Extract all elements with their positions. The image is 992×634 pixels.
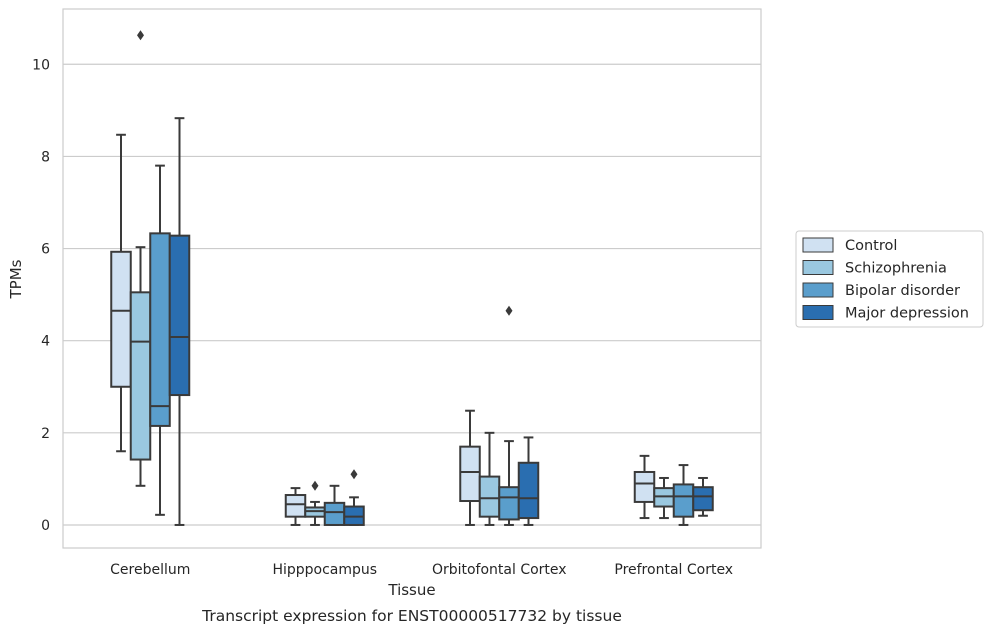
y-tick-label: 2 xyxy=(41,426,50,442)
y-axis-title: TPMs xyxy=(7,259,25,299)
box-group xyxy=(168,117,191,526)
box-iqr xyxy=(284,494,307,518)
outlier-point xyxy=(311,480,319,491)
box-group xyxy=(459,409,481,526)
legend: Control Schizophrenia Bipolar disorder Majo… xyxy=(795,230,984,328)
y-tick-label: 4 xyxy=(41,334,50,350)
x-axis-ticks: Cerebellum Hipppocampus Orbitofontal Corte… xyxy=(110,562,733,578)
y-tick-label: 8 xyxy=(41,149,50,165)
box-group xyxy=(110,133,132,453)
box-iqr xyxy=(672,483,695,518)
box-group xyxy=(304,480,326,526)
legend-swatch xyxy=(802,282,834,298)
legend-label: Schizophrenia xyxy=(845,261,947,277)
box-iqr xyxy=(498,486,520,521)
legend-label: Major depression xyxy=(845,306,969,322)
legend-swatch xyxy=(802,305,834,320)
box-group xyxy=(672,464,695,526)
y-tick-label: 0 xyxy=(41,518,50,534)
x-axis-title: Tissue xyxy=(387,581,435,599)
y-tick-label: 10 xyxy=(32,57,50,73)
y-axis-ticks: 0 2 4 6 8 10 xyxy=(32,57,50,534)
box-iqr xyxy=(478,475,501,518)
box-iqr xyxy=(323,501,346,526)
legend-label: Control xyxy=(845,238,897,254)
box-group xyxy=(653,476,675,520)
x-tick-label: Prefrontal Cortex xyxy=(614,562,733,578)
box-group xyxy=(498,305,520,526)
box-group xyxy=(692,476,714,517)
legend-swatch xyxy=(802,260,834,275)
outlier-point xyxy=(505,305,513,316)
box-iqr xyxy=(168,234,191,397)
legend-swatch xyxy=(802,237,834,253)
box-iqr xyxy=(459,445,481,503)
box-group xyxy=(633,454,656,520)
x-tick-label: Orbitofontal Cortex xyxy=(432,562,567,578)
chart-caption: Transcript expression for ENST0000051773… xyxy=(201,607,622,625)
box-iqr xyxy=(129,291,152,461)
box-iqr xyxy=(633,470,656,503)
outlier-point xyxy=(350,469,358,480)
box-group xyxy=(149,164,171,516)
x-tick-label: Hipppocampus xyxy=(272,562,377,578)
legend-label: Bipolar disorder xyxy=(845,283,960,299)
y-tick-label: 6 xyxy=(41,242,50,258)
box-group xyxy=(343,469,365,526)
x-tick-label: Cerebellum xyxy=(110,562,190,578)
box-iqr xyxy=(149,232,171,427)
box-group xyxy=(323,484,346,526)
box-group xyxy=(517,436,540,526)
plot-frame xyxy=(62,8,762,549)
box-group xyxy=(129,30,152,487)
legend-frame xyxy=(795,230,984,328)
box-iqr xyxy=(692,486,714,512)
box-group xyxy=(478,431,501,526)
box-iqr xyxy=(517,461,540,520)
box-group xyxy=(284,487,307,526)
box-layer xyxy=(110,30,714,526)
box-iqr xyxy=(110,250,132,388)
outlier-point xyxy=(137,30,144,41)
